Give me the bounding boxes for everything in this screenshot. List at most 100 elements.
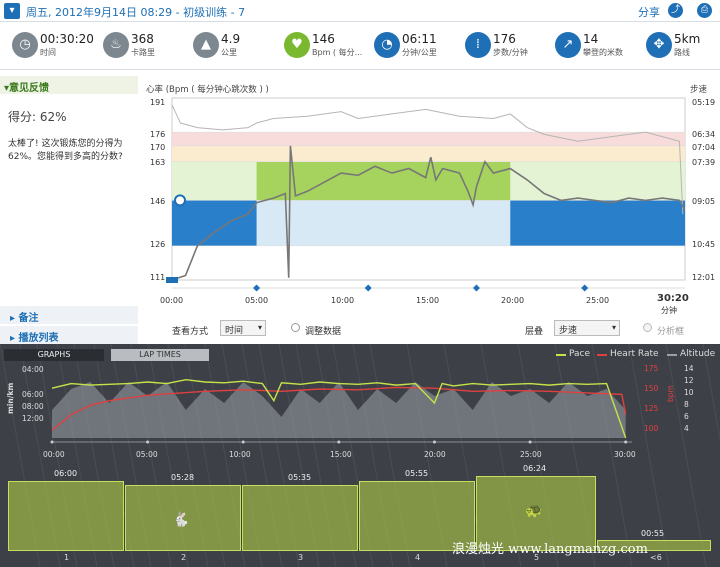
bpm-ytick: 150 [644, 384, 659, 393]
stack-select[interactable]: 步速 ▾ [554, 320, 620, 336]
tab-graphs[interactable]: GRAPHS [4, 349, 104, 361]
lap-pace: 05:35 [288, 473, 312, 482]
stat-value: 176 [493, 32, 516, 46]
start-marker [166, 277, 178, 283]
stat-value: 4.9 [221, 32, 241, 46]
playlist-label: 播放列表 [18, 333, 59, 344]
alt-ytick: 10 [684, 388, 694, 397]
x-tick-dot [337, 440, 341, 444]
pace-ytick: 12:00 [22, 414, 44, 423]
feedback-title: 意见反馈 [9, 83, 50, 94]
stat-label: 分钟/公里 [402, 48, 437, 57]
total-time: 30:20 [657, 293, 689, 304]
pace-ytick: 08:00 [22, 402, 44, 411]
stats-bar: ◷ 00:30:20 时间 ♨ 368 卡路里 ▲ 4.9 公里 ♥ 146 B… [0, 22, 720, 70]
lap-analysis-panel: GRAPHS LAP TIMES Pace Heart Rate Altitud… [0, 344, 720, 567]
legend-hr-swatch [597, 354, 607, 356]
hr-ytick: 111 [150, 273, 166, 282]
lap-bar[interactable]: 🐇 [125, 485, 241, 551]
chevron-down-icon: ▾ [257, 323, 262, 332]
flame-icon: ♨ [103, 32, 129, 58]
view-mode-select[interactable]: 时间 ▾ [220, 320, 266, 336]
alt-ytick: 14 [684, 364, 694, 373]
feedback-panel: ▾意见反馈 得分: 62% 太棒了! 这次锻炼您的分得为 62%。您能得到多高的… [0, 76, 138, 344]
adjust-data-label: 调整数据 [305, 327, 342, 337]
pace-ytick: 06:34 [692, 130, 716, 139]
analyze-toggle[interactable] [643, 323, 652, 332]
lap-number: 4 [415, 553, 421, 562]
compass-icon: ✥ [646, 32, 672, 58]
share-icon[interactable]: ⤴ [668, 3, 683, 18]
hr-xtick: 25:00 [586, 296, 610, 305]
pace-ytick: 07:39 [692, 158, 716, 167]
adjust-data-toggle[interactable] [291, 323, 300, 332]
climb-icon: ↗ [555, 32, 581, 58]
hr-ytick: 191 [150, 98, 166, 107]
zone-band-orange [172, 145, 685, 162]
bpm-ytick: 175 [644, 364, 659, 373]
lap-bar[interactable] [597, 540, 711, 551]
notes-link[interactable]: ▸ 备注 [0, 306, 138, 324]
pace-axis-caption: 步速 [690, 85, 708, 95]
bpm-ytick: 125 [644, 404, 659, 413]
lap-diamond-marker [472, 284, 480, 292]
pace-line [51, 378, 627, 439]
bottom-xtick: 10:00 [229, 450, 251, 459]
pace-ytick: 06:00 [22, 390, 44, 399]
lap-number: 2 [181, 553, 187, 562]
x-tick-dot [432, 440, 436, 444]
legend-pace-swatch [556, 354, 566, 356]
bottom-xtick: 30:00 [614, 450, 636, 459]
avg-hr-marker [174, 194, 186, 207]
stat-value: 146 [312, 32, 335, 46]
stat-label: 卡路里 [131, 48, 155, 57]
feedback-message: 太棒了! 这次锻炼您的分得为 62%。您能得到多高的分数? [8, 139, 123, 162]
tab-lap-times[interactable]: LAP TIMES [111, 349, 209, 361]
hr-xtick: 10:00 [331, 296, 355, 305]
x-tick-dot [146, 440, 150, 444]
zone-block-blue [510, 200, 685, 246]
feedback-header[interactable]: ▾意见反馈 [0, 76, 138, 94]
footsteps-icon: ⁞ [465, 32, 491, 58]
lap-bar[interactable] [242, 485, 358, 551]
lap-pace: 06:00 [54, 469, 78, 478]
print-icon[interactable]: ⎙ [697, 3, 712, 18]
lap-diamond-marker [253, 284, 261, 292]
pace-ytick: 10:45 [692, 240, 716, 249]
route-icon: ▲ [193, 32, 219, 58]
lap-diamond-marker [364, 284, 372, 292]
alt-ytick: 4 [684, 424, 689, 433]
stat-label: 路线 [674, 48, 690, 57]
lap-bar[interactable] [359, 481, 475, 551]
bottom-xtick: 15:00 [330, 450, 352, 459]
alt-ytick: 8 [684, 400, 689, 409]
collapse-chevron-icon[interactable]: ▾ [4, 3, 20, 19]
alt-ytick: 6 [684, 412, 689, 421]
pace-axis-label: min/km [6, 382, 15, 414]
share-label[interactable]: 分享 [638, 6, 660, 19]
alt-ytick: 12 [684, 376, 694, 385]
hr-chart-svg[interactable] [140, 76, 720, 344]
legend-alt-swatch [667, 354, 677, 356]
bottom-xtick: 25:00 [520, 450, 542, 459]
watermark-text: 浪漫烛光 www.langmanzg.com [452, 542, 648, 557]
lap-bar[interactable] [8, 481, 124, 551]
pace-ytick: 09:05 [692, 197, 716, 206]
legend-alt: Altitude [680, 349, 716, 359]
pace-ytick: 07:04 [692, 143, 716, 152]
x-tick-dot [624, 440, 628, 444]
x-tick-dot [241, 440, 245, 444]
hr-ytick: 163 [150, 158, 166, 167]
map-road-line [591, 344, 633, 567]
altitude-area [52, 382, 626, 438]
view-mode-value: 时间 [225, 326, 244, 336]
playlist-link[interactable]: ▸ 播放列表 [0, 326, 138, 344]
lap-pace: 06:24 [523, 464, 547, 473]
heart-rate-chart-panel: 心率 (Bpm ( 每分钟心跳次数 ) ) 步速 191 176 170 163… [140, 76, 720, 344]
stack-value: 步速 [559, 326, 578, 336]
map-road-line [702, 344, 720, 442]
lap-diamond-marker [581, 284, 589, 292]
map-road-line [665, 344, 707, 567]
lap-bar[interactable]: 🐢 [476, 476, 596, 551]
hr-xtick: 00:00 [160, 296, 184, 305]
